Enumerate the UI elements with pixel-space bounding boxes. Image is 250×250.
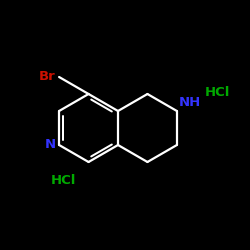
Text: HCl: HCl bbox=[51, 174, 76, 186]
Text: N: N bbox=[45, 138, 56, 151]
Text: Br: Br bbox=[38, 70, 55, 84]
Text: HCl: HCl bbox=[205, 86, 230, 100]
Text: NH: NH bbox=[179, 96, 201, 109]
